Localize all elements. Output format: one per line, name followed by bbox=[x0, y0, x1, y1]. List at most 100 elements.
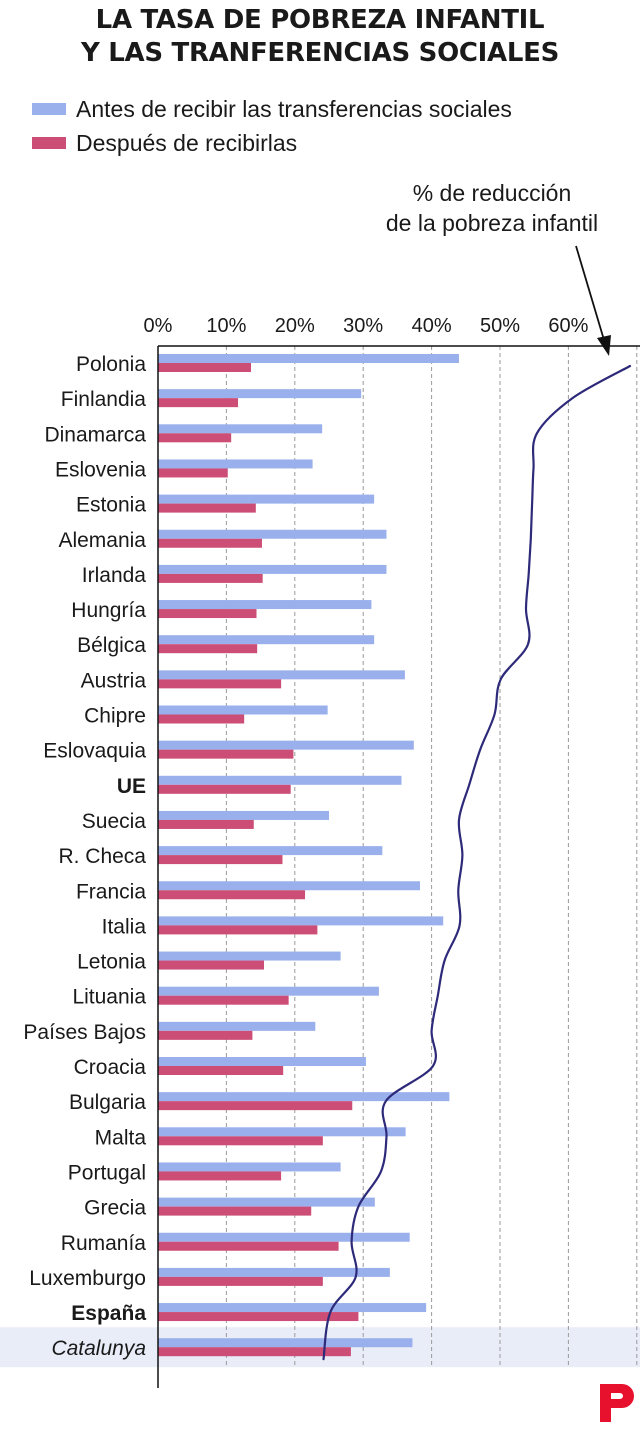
bar-after bbox=[158, 1101, 353, 1111]
category-label: Eslovenia bbox=[55, 458, 146, 481]
bar-before bbox=[158, 1127, 406, 1137]
category-label: Chipre bbox=[84, 705, 146, 728]
bar-before bbox=[158, 986, 379, 996]
chart-title-line2: Y LAS TRANFERENCIAS SOCIALES bbox=[80, 38, 560, 68]
bar-after bbox=[158, 573, 263, 583]
publisher-logo bbox=[600, 1384, 634, 1422]
x-tick-label: 60% bbox=[548, 315, 588, 337]
category-label: Bélgica bbox=[77, 634, 146, 657]
bar-after bbox=[158, 433, 232, 443]
category-label: UE bbox=[117, 775, 146, 798]
category-label: Malta bbox=[95, 1126, 147, 1149]
bar-before bbox=[158, 846, 383, 856]
bar-before bbox=[158, 354, 459, 363]
bar-after bbox=[158, 1312, 359, 1322]
bar-before bbox=[158, 459, 313, 469]
bar-after bbox=[158, 749, 294, 759]
category-label: Grecia bbox=[84, 1197, 146, 1220]
bar-before bbox=[158, 775, 402, 785]
category-label: España bbox=[71, 1302, 146, 1325]
bar-before bbox=[158, 810, 329, 820]
x-tick-label: 10% bbox=[206, 315, 246, 337]
category-label: Bulgaria bbox=[69, 1091, 146, 1114]
legend-label-before: Antes de recibir las transferencias soci… bbox=[76, 95, 512, 122]
annotation-arrowhead bbox=[597, 335, 611, 356]
x-tick-label: 30% bbox=[343, 315, 383, 337]
bar-after bbox=[158, 960, 265, 970]
bar-before bbox=[158, 600, 372, 610]
category-label: Hungría bbox=[71, 599, 146, 622]
category-label: Lituania bbox=[72, 986, 146, 1009]
legend-swatch-after bbox=[32, 137, 66, 149]
category-label: Finlandia bbox=[61, 388, 147, 411]
bar-before bbox=[158, 529, 387, 539]
bar-after bbox=[158, 995, 289, 1005]
legend-label-after: Después de recibirlas bbox=[76, 129, 298, 156]
category-label: Estonia bbox=[76, 494, 146, 517]
category-label: Irlanda bbox=[82, 564, 147, 587]
bar-before bbox=[158, 740, 414, 750]
category-label: Letonia bbox=[77, 951, 146, 974]
bar-before bbox=[158, 1092, 450, 1102]
reduction-line bbox=[322, 364, 632, 1361]
bar-after bbox=[158, 819, 254, 829]
category-label: Polonia bbox=[76, 353, 146, 376]
category-label: Dinamarca bbox=[44, 423, 146, 446]
bar-after bbox=[158, 1241, 339, 1251]
bar-after bbox=[158, 644, 258, 654]
reduction-annotation: % de reducción de la pobreza infantil bbox=[352, 178, 632, 238]
bar-after bbox=[158, 538, 262, 548]
annotation-arrow bbox=[575, 245, 605, 341]
bar-before bbox=[158, 881, 420, 891]
bar-before bbox=[158, 1197, 375, 1207]
bar-before bbox=[158, 494, 375, 504]
category-label: Croacia bbox=[74, 1056, 147, 1079]
bar-before bbox=[158, 424, 323, 434]
bar-after bbox=[158, 679, 282, 689]
chart-title: LA TASA DE POBREZA INFANTIL Y LAS TRANFE… bbox=[0, 4, 640, 70]
bar-after bbox=[158, 609, 257, 619]
x-tick-label: 20% bbox=[275, 315, 315, 337]
reduction-annotation-line2: de la pobreza infantil bbox=[385, 210, 599, 236]
bar-before bbox=[158, 670, 405, 680]
x-tick-label: 50% bbox=[480, 315, 520, 337]
bar-after bbox=[158, 1171, 282, 1181]
bar-before bbox=[158, 564, 387, 574]
bar-before bbox=[158, 1267, 390, 1277]
category-label: Países Bajos bbox=[23, 1021, 146, 1044]
bar-before bbox=[158, 1057, 366, 1066]
category-label: Luxemburgo bbox=[29, 1267, 146, 1290]
category-label: Francia bbox=[76, 880, 146, 903]
bar-after bbox=[158, 855, 283, 865]
category-label: Suecia bbox=[82, 810, 147, 833]
category-label: Rumanía bbox=[61, 1232, 147, 1255]
bar-before bbox=[158, 389, 362, 399]
bar-after bbox=[158, 1030, 253, 1040]
bar-after bbox=[158, 1066, 284, 1075]
category-label: R. Checa bbox=[58, 845, 146, 868]
bar-after bbox=[158, 1136, 323, 1146]
category-label: Eslovaquia bbox=[43, 740, 146, 763]
x-tick-label: 0% bbox=[144, 315, 173, 337]
chart-title-line1: LA TASA DE POBREZA INFANTIL bbox=[95, 5, 545, 35]
bar-before bbox=[158, 1338, 413, 1348]
bar-before bbox=[158, 705, 328, 715]
bar-after bbox=[158, 1206, 312, 1216]
bar-before bbox=[158, 951, 341, 961]
bar-after bbox=[158, 1347, 351, 1357]
legend-swatch-before bbox=[32, 103, 66, 115]
category-label: Catalunya bbox=[51, 1337, 146, 1360]
bar-after bbox=[158, 468, 228, 478]
x-tick-label: 40% bbox=[412, 315, 452, 337]
legend-item-before: Antes de recibir las transferencias soci… bbox=[32, 92, 512, 126]
bar-before bbox=[158, 1162, 341, 1172]
category-label: Italia bbox=[102, 915, 147, 938]
bar-after bbox=[158, 503, 256, 513]
bar-after bbox=[158, 1276, 323, 1286]
reduction-annotation-line1: % de reducción bbox=[412, 180, 572, 206]
category-label: Alemania bbox=[58, 529, 146, 552]
legend-item-after: Después de recibirlas bbox=[32, 126, 512, 160]
bar-after bbox=[158, 714, 245, 724]
category-label: Portugal bbox=[68, 1161, 146, 1184]
